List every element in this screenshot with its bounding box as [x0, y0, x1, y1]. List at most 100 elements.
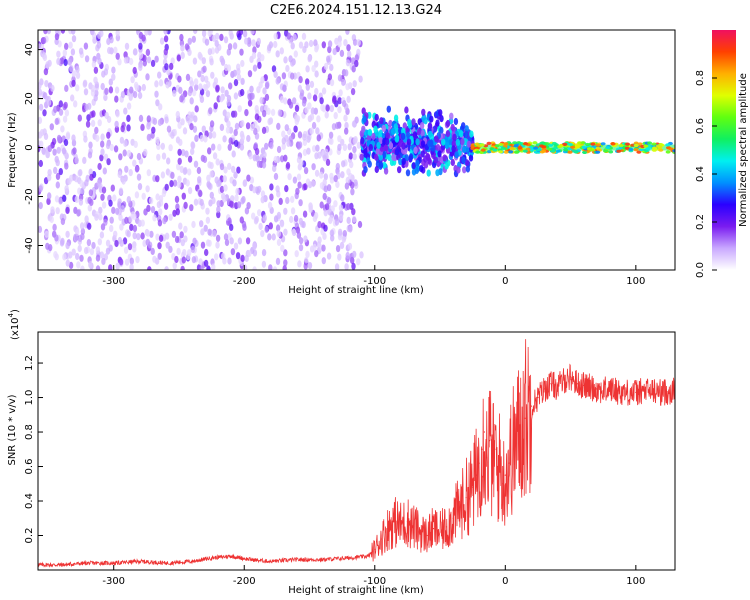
heatmap-cell: [182, 167, 188, 175]
heatmap-cell: [273, 155, 278, 164]
heatmap-cell: [146, 122, 151, 130]
heatmap-cell: [290, 72, 295, 80]
heatmap-cell: [657, 145, 663, 149]
heatmap-cell: [147, 266, 152, 270]
heatmap-cell: [172, 179, 178, 187]
heatmap-cell: [209, 58, 214, 66]
heatmap-cell: [455, 138, 461, 146]
heatmap-cell: [314, 250, 319, 258]
colorbar-gradient: [712, 30, 736, 270]
heatmap-cell: [321, 105, 327, 113]
heatmap-cell: [185, 73, 191, 81]
heatmap-cell: [393, 114, 399, 122]
heatmap-cell: [227, 217, 232, 225]
heatmap-cell: [58, 168, 63, 176]
heatmap-cell: [658, 148, 664, 152]
heatmap-cell: [101, 257, 106, 265]
heatmap-cell: [344, 69, 349, 77]
heatmap-cell: [97, 57, 102, 65]
snr-data-point: [499, 462, 501, 464]
heatmap-cell: [297, 131, 303, 139]
heatmap-cell: [361, 107, 366, 115]
heatmap-cell: [110, 184, 116, 192]
heatmap-cell: [486, 141, 492, 145]
heatmap-cell: [304, 256, 309, 264]
heatmap-cell: [117, 58, 122, 66]
heatmap-cell: [138, 31, 144, 40]
heatmap-cell: [293, 50, 298, 58]
heatmap-cell: [197, 176, 202, 184]
heatmap-cell: [230, 248, 236, 256]
heatmap-cell: [84, 215, 89, 223]
heatmap-cell: [74, 156, 79, 164]
heatmap-cell: [580, 141, 586, 145]
heatmap-cell: [98, 213, 103, 221]
heatmap-cell: [360, 137, 365, 145]
heatmap-cell: [148, 197, 154, 205]
heatmap-cell: [106, 158, 111, 166]
snr-data-point: [393, 521, 395, 523]
heatmap-cell: [225, 111, 231, 119]
heatmap-cell: [166, 68, 171, 76]
heatmap-cell: [294, 114, 299, 122]
heatmap-cell: [350, 88, 356, 96]
heatmap-cell: [47, 145, 52, 153]
heatmap-cell: [312, 145, 317, 153]
heatmap-cell: [397, 166, 402, 174]
heatmap-cell: [152, 255, 157, 263]
snr-data-point: [380, 538, 382, 540]
heatmap-cell: [68, 261, 74, 269]
heatmap-cell: [104, 87, 109, 95]
heatmap-cell: [129, 86, 134, 94]
heatmap-cell: [203, 224, 208, 232]
heatmap-cell: [129, 257, 134, 265]
heatmap-cell: [283, 154, 288, 162]
heatmap-cell: [50, 84, 55, 92]
heatmap-cell: [353, 136, 358, 144]
x-tick-label: -300: [102, 276, 125, 287]
heatmap-cell: [168, 213, 173, 221]
heatmap-cell: [244, 254, 249, 262]
snr-data-point: [367, 555, 369, 557]
heatmap-cell: [183, 201, 188, 209]
heatmap-cell: [140, 219, 145, 227]
heatmap-cell: [435, 144, 441, 152]
heatmap-cell: [169, 180, 174, 188]
heatmap-cell: [293, 125, 298, 133]
heatmap-cell: [76, 209, 81, 217]
heatmap-cell: [323, 185, 328, 193]
heatmap-cell: [298, 217, 303, 225]
spectrogram-frame: [37, 29, 676, 271]
heatmap-cell: [197, 70, 202, 78]
heatmap-cell: [303, 183, 308, 191]
heatmap-cell: [327, 40, 333, 48]
heatmap-cell: [179, 33, 184, 42]
snr-data-point: [537, 396, 539, 399]
heatmap-cell: [94, 213, 99, 221]
heatmap-cell: [53, 251, 58, 259]
heatmap-cell: [246, 202, 251, 210]
heatmap-cell: [38, 103, 44, 111]
heatmap-cell: [201, 125, 206, 133]
heatmap-cell: [260, 54, 265, 62]
snr-data-point: [452, 517, 454, 519]
heatmap-cell: [132, 91, 138, 99]
heatmap-cell: [90, 84, 96, 93]
heatmap-cell: [98, 206, 103, 214]
snr-data-point: [348, 557, 350, 559]
heatmap-cell: [55, 181, 60, 189]
heatmap-cell: [618, 143, 624, 148]
snr-data-point: [113, 562, 115, 564]
heatmap-cell: [115, 262, 120, 270]
x-tick-label: 0: [502, 576, 508, 587]
heatmap-cell: [438, 109, 443, 117]
heatmap-cell: [74, 175, 79, 183]
heatmap-cell: [337, 106, 342, 114]
heatmap-cell: [219, 163, 225, 171]
heatmap-cell: [285, 196, 290, 205]
heatmap-cell: [219, 33, 224, 42]
colorbar: 0.0 0.2 0.4 0.6 0.8 Normalized spectral ampl…: [695, 30, 749, 278]
colorbar-tick-label: 0.8: [695, 70, 706, 86]
heatmap-cell: [437, 150, 442, 158]
heatmap-cell: [374, 153, 379, 161]
